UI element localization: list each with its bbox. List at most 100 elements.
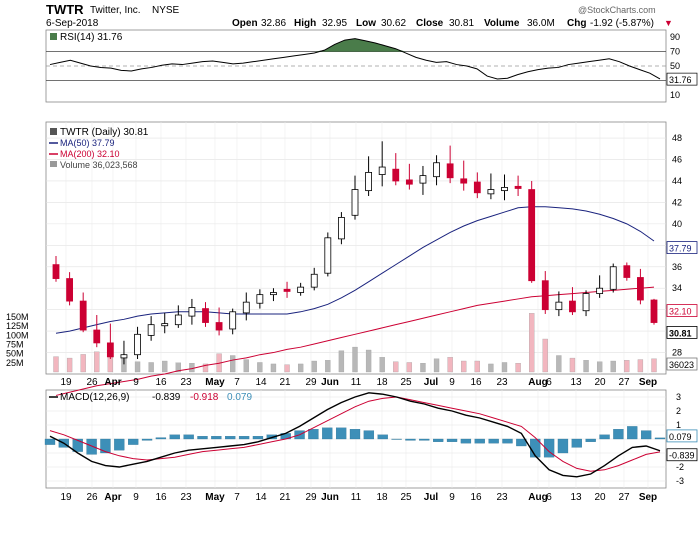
price-tick-label: 40 (672, 219, 682, 229)
volume-label: Volume (484, 18, 520, 29)
volume-bar (297, 363, 304, 373)
volume-bar (406, 362, 413, 373)
x-axis-label-macd: 26 (86, 492, 98, 503)
candle-body (283, 288, 291, 292)
candle-body (405, 179, 413, 185)
x-axis-label-macd: Aug (528, 492, 547, 503)
close-label: Close (416, 18, 444, 29)
price-title: TWTR (Daily) 30.81 (60, 127, 149, 138)
low-label: Low (356, 18, 376, 29)
candle-body (215, 322, 223, 331)
volume-legend: Volume 36,023,568 (60, 160, 138, 170)
candle-body (446, 163, 454, 179)
macd-histogram-bar (460, 438, 472, 444)
x-axis-label: May (205, 377, 225, 388)
macd-legend-name: MACD(12,26,9) (60, 392, 129, 403)
candle-body (134, 333, 141, 356)
volume-bar (624, 360, 630, 373)
x-axis-label: 26 (86, 377, 98, 388)
macd-last-label: -0.839 (669, 451, 695, 461)
candle-body (596, 287, 604, 294)
volume-bar (202, 363, 209, 373)
chg-label: Chg (567, 18, 586, 29)
x-axis-label-macd: 6 (546, 492, 552, 503)
volume-tick-label: 50M (6, 349, 24, 359)
ma50-legend: MA(50) 37.79 (60, 138, 115, 148)
macd-histogram-bar (627, 426, 638, 440)
volume-bar (529, 313, 535, 373)
gridlines (46, 51, 666, 488)
candle-body (310, 273, 318, 288)
macd-histogram-bar (433, 438, 444, 442)
moving-averages (55, 206, 655, 396)
candle-body (93, 329, 101, 344)
macd-histogram-bar (599, 434, 610, 440)
x-axis-label: Aug (528, 377, 547, 388)
x-axis-label: 6 (546, 377, 552, 388)
volume-bar (515, 363, 521, 373)
volume-bar (488, 363, 494, 373)
rsi-tick-label: 90 (670, 32, 680, 42)
signal-legend-value: -0.918 (190, 392, 219, 403)
macd-histogram-bar (155, 437, 167, 440)
x-axis-label-macd: 7 (234, 492, 240, 503)
macd-histogram-bar (72, 438, 83, 452)
macd-histogram-bar (613, 429, 624, 440)
x-axis-label: 9 (449, 377, 455, 388)
x-axis-label: 13 (570, 377, 582, 388)
candle-body (541, 280, 549, 311)
x-axis-label: Jun (321, 377, 339, 388)
macd-layer (44, 392, 666, 478)
volume-bar (637, 359, 644, 373)
macd-tick-label: 2 (676, 406, 681, 416)
rsi-title: RSI(14) 31.76 (60, 32, 123, 43)
x-axis-label-macd: 23 (496, 492, 508, 503)
volume-bar (569, 357, 576, 373)
candle-body (338, 217, 345, 240)
macd-histogram-bar (252, 436, 264, 440)
volume-tick-label: 75M (6, 340, 24, 350)
volume-bar (175, 362, 181, 373)
high-value: 32.95 (322, 18, 347, 29)
macd-histogram-bar (363, 430, 375, 440)
low-value: 30.62 (381, 18, 406, 29)
volume-bar (94, 351, 100, 373)
macd-tick-label: -3 (676, 476, 684, 486)
price-last-label: 37.79 (669, 244, 692, 254)
macd-histogram-bar (100, 438, 111, 454)
candle-body (609, 266, 617, 290)
rsi-last-value: 31.76 (669, 75, 692, 85)
volume-tick-label: 125M (6, 321, 29, 331)
x-axis-label-macd: 29 (305, 492, 317, 503)
candle-body (514, 185, 522, 189)
x-axis-label: 29 (305, 377, 317, 388)
candle-body (120, 354, 128, 359)
volume-bar (501, 362, 508, 373)
macd-histogram-bar (169, 434, 180, 440)
x-axis-label-macd: May (205, 492, 225, 503)
chg-value: -1.92 (-5.87%) (590, 18, 654, 29)
macd-last-label: 0.079 (669, 432, 692, 442)
x-axis-label-macd: 19 (60, 492, 72, 503)
macd-histogram-bar (585, 438, 596, 442)
candle-body (650, 299, 658, 323)
candle-body (66, 278, 73, 302)
macd-histogram-bar (502, 438, 513, 444)
volume-bar (393, 361, 399, 373)
x-axis-label-macd: 11 (351, 492, 362, 503)
macd-histogram-bar (349, 429, 361, 440)
macd-histogram-bar (238, 436, 250, 440)
volume-bar (651, 358, 657, 373)
x-axis-label-macd: 13 (570, 492, 582, 503)
candle-body (637, 277, 644, 301)
macd-tick-label: 1 (676, 420, 681, 430)
candle-body (365, 171, 372, 192)
candle-body (188, 307, 196, 317)
hist-legend-value: 0.079 (227, 392, 252, 403)
candle-body (378, 166, 386, 175)
x-axis-label: 18 (376, 377, 388, 388)
x-axis-label: Sep (639, 377, 657, 388)
rsi-overbought-fill (50, 38, 660, 52)
macd-histogram-bar (44, 438, 56, 445)
candle-body (351, 189, 359, 216)
